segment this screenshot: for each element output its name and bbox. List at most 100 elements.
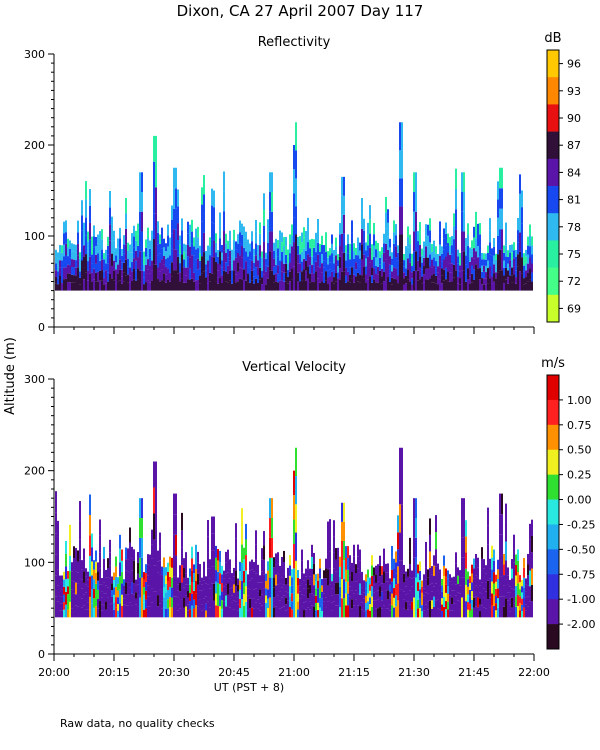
heatmap-cell [429, 518, 431, 535]
heatmap-cell [179, 591, 181, 600]
heatmap-cell [423, 595, 425, 603]
heatmap-cell [337, 570, 339, 583]
heatmap-cell [519, 610, 521, 618]
heatmap-cell [471, 240, 473, 249]
heatmap-cell [255, 602, 257, 618]
heatmap-cell [363, 611, 365, 618]
heatmap-cell [439, 279, 441, 291]
heatmap-cell [91, 575, 93, 590]
heatmap-cell [327, 251, 329, 258]
heatmap-cell [103, 284, 105, 291]
heatmap-cell [351, 232, 353, 244]
heatmap-cell [273, 266, 275, 275]
heatmap-cell [399, 206, 401, 235]
heatmap-cell [447, 233, 449, 244]
heatmap-cell [115, 248, 117, 256]
heatmap-cell [325, 558, 327, 569]
heatmap-cell [383, 571, 385, 583]
heatmap-cell [353, 581, 355, 594]
heatmap-cell [223, 593, 225, 602]
heatmap-cell [209, 246, 211, 256]
heatmap-cell [91, 589, 93, 604]
heatmap-cell [293, 193, 295, 218]
heatmap-cell [365, 595, 367, 603]
heatmap-cell [67, 256, 69, 265]
heatmap-cell [389, 597, 391, 605]
heatmap-cell [177, 597, 179, 605]
heatmap-cell [445, 601, 447, 610]
heatmap-cell [283, 584, 285, 596]
heatmap-cell [499, 596, 501, 618]
heatmap-cell [121, 262, 123, 270]
heatmap-cell [505, 503, 507, 523]
heatmap-cell [379, 565, 381, 577]
heatmap-cell [421, 611, 423, 618]
heatmap-cell [229, 230, 231, 241]
heatmap-cell [195, 238, 197, 250]
heatmap-cell [379, 277, 381, 285]
heatmap-cell [79, 284, 81, 291]
heatmap-cell [459, 585, 461, 594]
heatmap-cell [173, 270, 175, 291]
heatmap-cell [523, 284, 525, 291]
heatmap-cell [195, 249, 197, 260]
heatmap-cell [445, 245, 447, 257]
heatmap-cell [407, 568, 409, 577]
heatmap-cell [307, 579, 309, 589]
y-tick-label: 0 [38, 321, 45, 334]
heatmap-cell [387, 563, 389, 573]
heatmap-cell [383, 605, 385, 618]
heatmap-cell [75, 244, 77, 253]
heatmap-cell [483, 284, 485, 291]
heatmap-cell [91, 254, 93, 264]
heatmap-cell [519, 589, 521, 597]
heatmap-cell [235, 538, 237, 555]
heatmap-cell [355, 581, 357, 591]
heatmap-cell [247, 273, 249, 283]
heatmap-cell [445, 576, 447, 585]
heatmap-cell [399, 178, 401, 207]
heatmap-cell [55, 533, 57, 555]
heatmap-cell [435, 515, 437, 533]
heatmap-cell [413, 172, 415, 193]
colorbar-swatch [547, 549, 559, 575]
heatmap-cell [447, 601, 449, 610]
heatmap-cell [507, 256, 509, 264]
heatmap-cell [383, 281, 385, 291]
heatmap-cell [91, 236, 93, 246]
heatmap-cell [373, 584, 375, 593]
heatmap-cell [521, 207, 523, 224]
heatmap-cell [467, 256, 469, 269]
heatmap-cell [399, 262, 401, 291]
colorbar-swatch [547, 77, 559, 105]
heatmap-cell [279, 583, 281, 592]
heatmap-cell [315, 271, 317, 281]
heatmap-cell [65, 278, 67, 291]
heatmap-cell [325, 261, 327, 272]
heatmap-cell [521, 611, 523, 618]
heatmap-cell [87, 586, 89, 595]
heatmap-cell [143, 277, 145, 285]
heatmap-cell [91, 245, 93, 255]
heatmap-cell [157, 550, 159, 562]
heatmap-cell [461, 231, 463, 252]
heatmap-cell [425, 567, 427, 580]
heatmap-cell [387, 236, 389, 250]
heatmap-cell [283, 272, 285, 282]
heatmap-cell [527, 272, 529, 282]
heatmap-cell [59, 282, 61, 291]
heatmap-cell [383, 548, 385, 561]
heatmap-cell [157, 606, 159, 618]
heatmap-cell [489, 597, 491, 608]
heatmap-cell [531, 245, 533, 255]
heatmap-cell [63, 586, 65, 595]
heatmap-cell [127, 242, 129, 251]
heatmap-cell [333, 552, 335, 569]
heatmap-cell [233, 250, 235, 261]
heatmap-cell [187, 590, 189, 598]
heatmap-cell [65, 267, 67, 279]
heatmap-cell [335, 582, 337, 595]
heatmap-cell [331, 602, 333, 611]
heatmap-cell [125, 213, 127, 229]
heatmap-cell [329, 551, 331, 569]
